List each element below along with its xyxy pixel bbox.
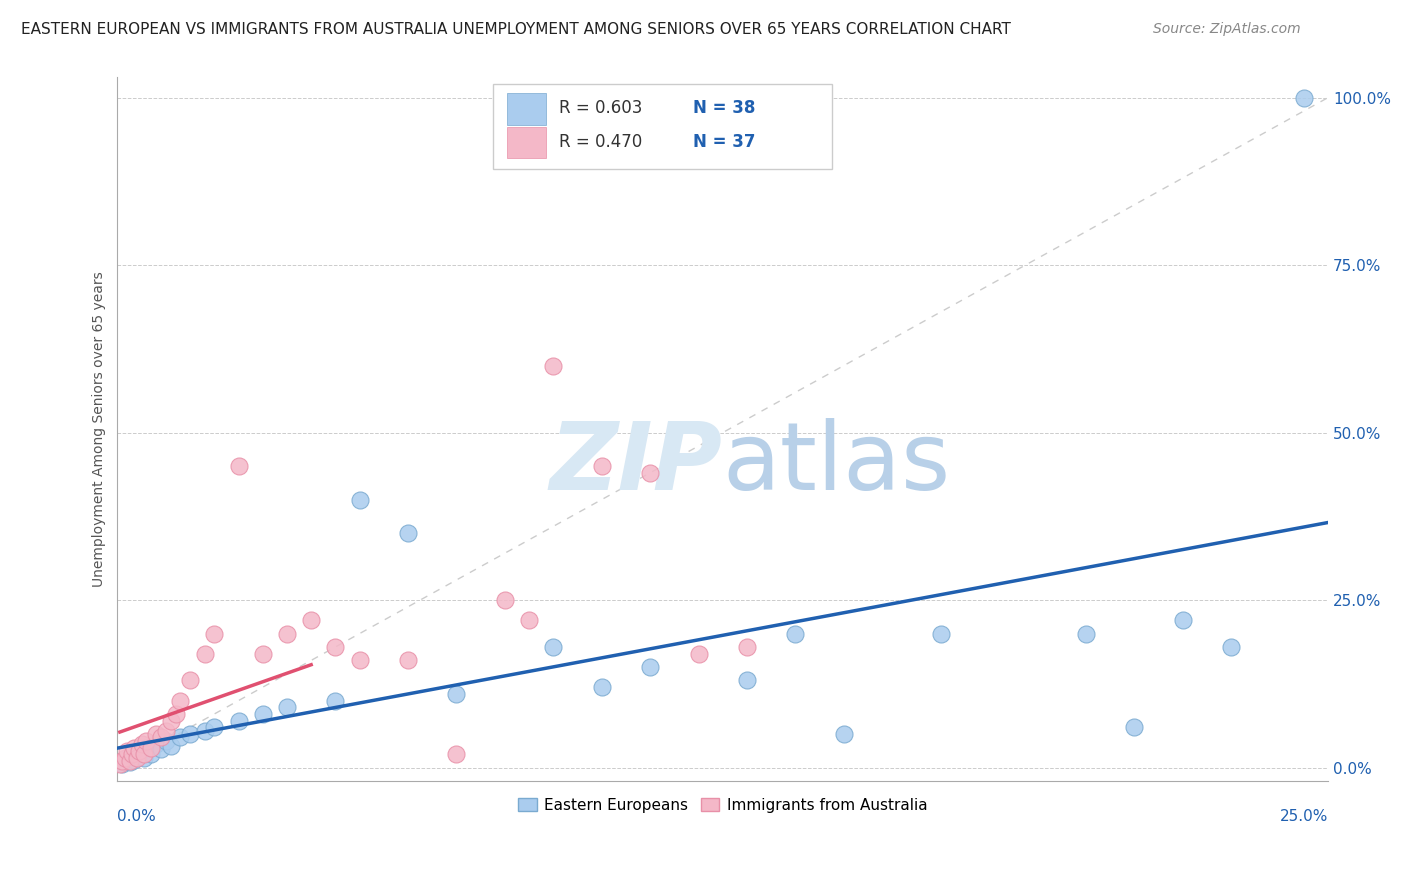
Point	[121, 747, 143, 762]
Point	[252, 647, 274, 661]
Point	[929, 626, 952, 640]
FancyBboxPatch shape	[508, 93, 546, 125]
Point	[228, 459, 250, 474]
Point	[325, 693, 347, 707]
Point	[1220, 640, 1243, 654]
Point	[124, 740, 146, 755]
Point	[1074, 626, 1097, 640]
Point	[132, 747, 155, 762]
Point	[252, 706, 274, 721]
Point	[114, 754, 136, 768]
Legend: Eastern Europeans, Immigrants from Australia: Eastern Europeans, Immigrants from Austr…	[512, 792, 934, 819]
Point	[155, 733, 177, 747]
FancyBboxPatch shape	[508, 127, 546, 159]
FancyBboxPatch shape	[492, 85, 832, 169]
Point	[735, 673, 758, 688]
Point	[1123, 720, 1146, 734]
Point	[145, 727, 167, 741]
Point	[494, 593, 516, 607]
Point	[111, 754, 134, 768]
Text: EASTERN EUROPEAN VS IMMIGRANTS FROM AUSTRALIA UNEMPLOYMENT AMONG SENIORS OVER 65: EASTERN EUROPEAN VS IMMIGRANTS FROM AUST…	[21, 22, 1011, 37]
Point	[202, 626, 225, 640]
Point	[688, 647, 710, 661]
Point	[169, 693, 191, 707]
Point	[124, 753, 146, 767]
Point	[169, 731, 191, 745]
Point	[396, 526, 419, 541]
Point	[446, 747, 468, 762]
Point	[115, 750, 138, 764]
Point	[159, 739, 181, 754]
Point	[638, 660, 661, 674]
Point	[121, 747, 143, 762]
Point	[591, 680, 613, 694]
Point	[114, 750, 136, 764]
Text: ZIP: ZIP	[550, 418, 723, 510]
Point	[118, 754, 141, 768]
Point	[125, 748, 148, 763]
Point	[349, 653, 371, 667]
Point	[128, 744, 150, 758]
Point	[179, 727, 201, 741]
Point	[638, 466, 661, 480]
Point	[165, 706, 187, 721]
Text: 0.0%: 0.0%	[118, 809, 156, 824]
Point	[125, 750, 148, 764]
Y-axis label: Unemployment Among Seniors over 65 years: Unemployment Among Seniors over 65 years	[93, 271, 107, 587]
Point	[179, 673, 201, 688]
Text: Source: ZipAtlas.com: Source: ZipAtlas.com	[1153, 22, 1301, 37]
Point	[1171, 613, 1194, 627]
Point	[276, 700, 298, 714]
Point	[131, 737, 153, 751]
Point	[150, 742, 173, 756]
Text: R = 0.470: R = 0.470	[560, 133, 643, 151]
Point	[276, 626, 298, 640]
Point	[135, 740, 157, 755]
Point	[591, 459, 613, 474]
Point	[543, 640, 565, 654]
Point	[1292, 90, 1315, 104]
Point	[115, 744, 138, 758]
Point	[228, 714, 250, 728]
Point	[194, 723, 217, 738]
Point	[145, 737, 167, 751]
Point	[735, 640, 758, 654]
Point	[118, 756, 141, 770]
Point	[543, 359, 565, 373]
Text: N = 37: N = 37	[693, 133, 755, 151]
Point	[150, 731, 173, 745]
Text: 25.0%: 25.0%	[1279, 809, 1329, 824]
Point	[132, 750, 155, 764]
Text: atlas: atlas	[723, 418, 950, 510]
Point	[155, 723, 177, 738]
Point	[111, 757, 134, 772]
Point	[202, 720, 225, 734]
Point	[135, 733, 157, 747]
Point	[349, 492, 371, 507]
Point	[299, 613, 322, 627]
Text: N = 38: N = 38	[693, 99, 755, 118]
Point	[396, 653, 419, 667]
Point	[517, 613, 540, 627]
Point	[108, 757, 131, 772]
Point	[131, 744, 153, 758]
Point	[141, 740, 163, 755]
Point	[785, 626, 807, 640]
Point	[446, 687, 468, 701]
Point	[325, 640, 347, 654]
Point	[141, 747, 163, 762]
Text: R = 0.603: R = 0.603	[560, 99, 643, 118]
Point	[832, 727, 855, 741]
Point	[194, 647, 217, 661]
Point	[159, 714, 181, 728]
